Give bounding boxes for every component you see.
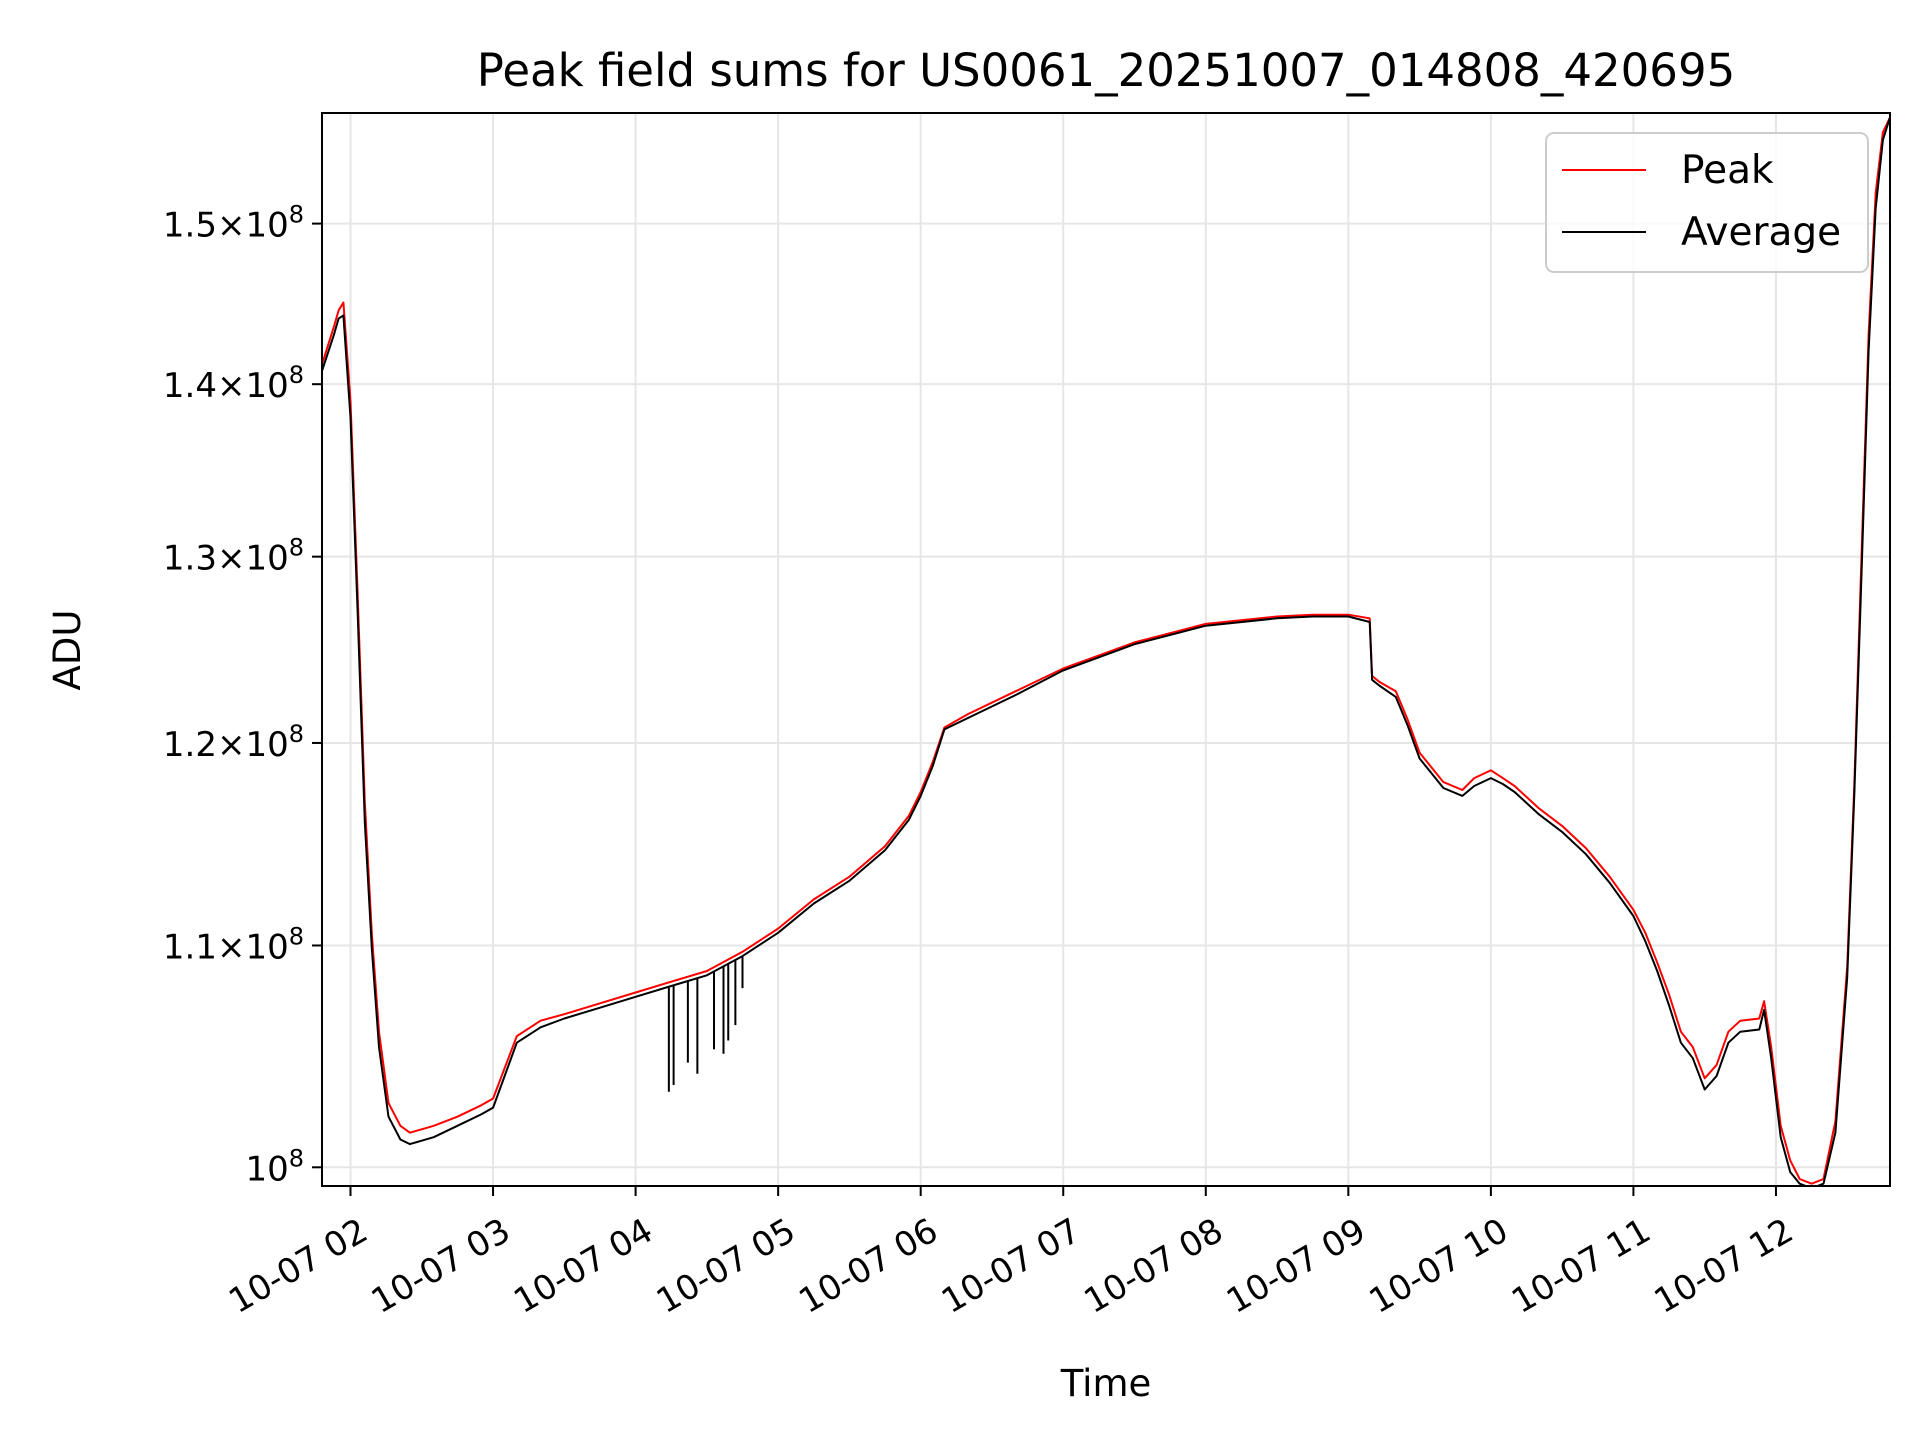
y-tick-label: 108: [245, 1144, 304, 1189]
legend-label-peak: Peak: [1681, 148, 1774, 193]
grid: [322, 113, 1890, 1186]
legend: Peak Average: [1545, 132, 1869, 273]
y-tick-label: 1.4×108: [163, 361, 304, 406]
legend-box: [1545, 132, 1869, 273]
y-tick-label: 1.2×108: [163, 720, 304, 765]
legend-label-average: Average: [1681, 210, 1841, 255]
series-line-average: [322, 117, 1890, 1186]
y-axis-ticks: 108 1.1×108 1.2×108 1.3×108 1.4×108 1.5×108: [163, 201, 322, 1189]
y-tick-label: 1.1×108: [163, 922, 304, 967]
y-tick-label: 1.5×108: [163, 201, 304, 246]
series-layer: [322, 116, 1890, 1186]
plot-frame: [321, 112, 1891, 1187]
y-tick-label: 1.3×108: [163, 534, 304, 579]
x-axis-label: Time: [1060, 1362, 1152, 1405]
chart-title: Peak field sums for US0061_20251007_0148…: [477, 44, 1735, 97]
y-axis-label: ADU: [46, 610, 89, 691]
